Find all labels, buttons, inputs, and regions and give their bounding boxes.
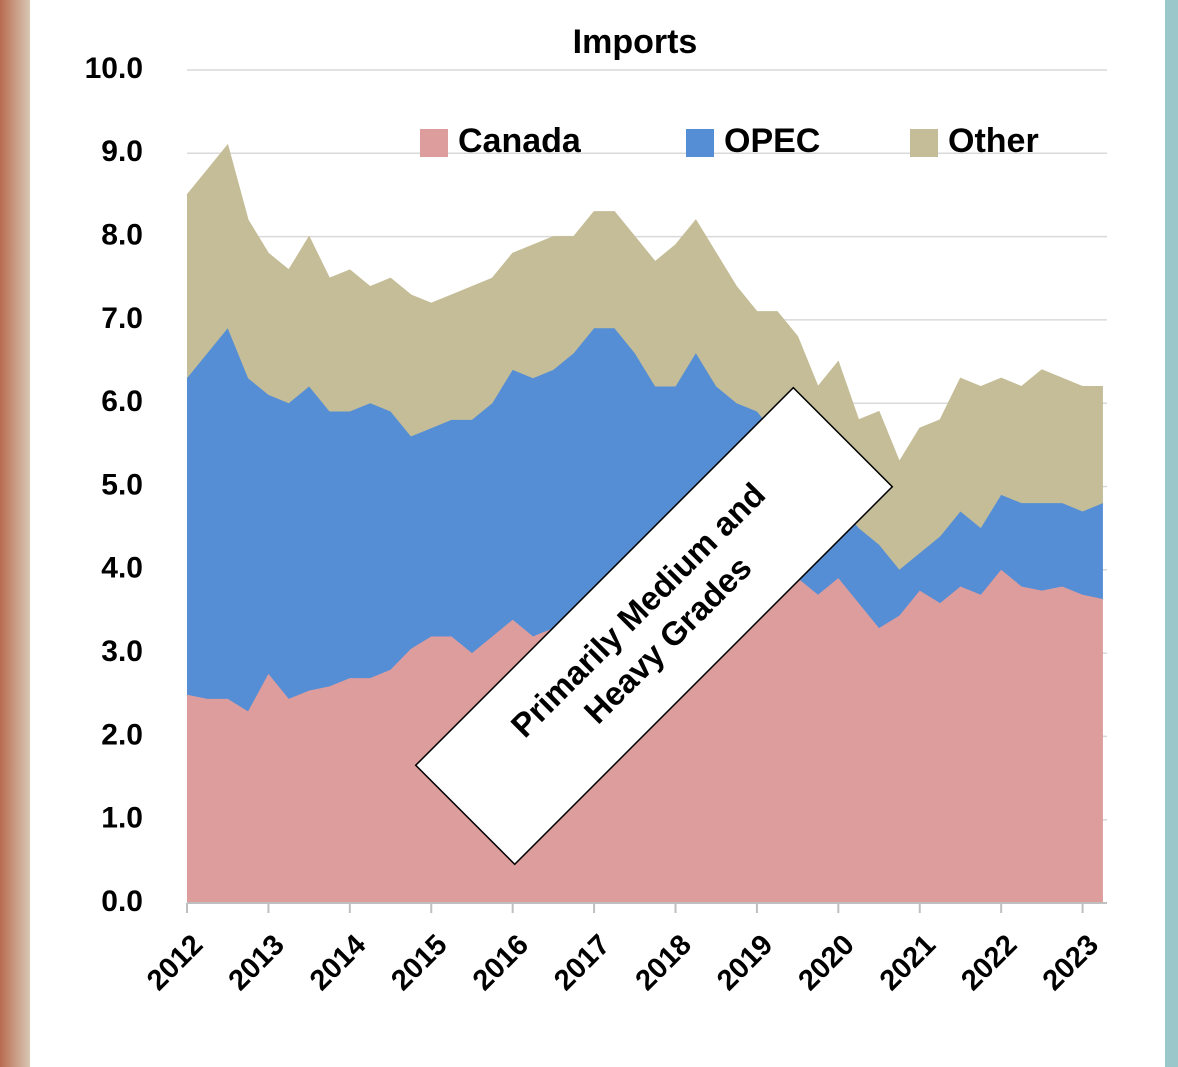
x-tick-label: 2013 — [223, 929, 291, 997]
y-tick-label: 2.0 — [101, 718, 143, 751]
y-tick-label: 3.0 — [101, 635, 143, 668]
y-tick-label: 7.0 — [101, 302, 143, 335]
x-tick-label: 2017 — [548, 929, 616, 997]
legend-swatch — [420, 129, 448, 157]
x-tick-label: 2012 — [141, 929, 209, 997]
legend-swatch — [910, 129, 938, 157]
chart-title: Imports — [573, 23, 698, 61]
y-tick-label: 1.0 — [101, 802, 143, 835]
legend-label: Other — [948, 122, 1039, 160]
legend-label: OPEC — [724, 122, 820, 160]
y-tick-label: 0.0 — [101, 885, 143, 918]
y-tick-label: 6.0 — [101, 385, 143, 418]
y-tick-label: 4.0 — [101, 552, 143, 585]
y-tick-label: 9.0 — [101, 135, 143, 168]
x-tick-label: 2020 — [792, 929, 860, 997]
y-tick-label: 5.0 — [101, 468, 143, 501]
x-tick-label: 2014 — [304, 929, 372, 997]
area-fill — [187, 144, 1103, 570]
legend-swatch — [686, 129, 714, 157]
area-fill — [187, 569, 1103, 903]
x-tick-label: 2019 — [711, 929, 779, 997]
area-fill — [187, 328, 1103, 712]
area-top — [186, 143, 1103, 463]
x-tick-label: 2023 — [1037, 929, 1105, 997]
y-tick-label: 10.0 — [85, 52, 143, 85]
x-tick-label: 2022 — [955, 929, 1023, 997]
x-tick-label: 2016 — [467, 929, 535, 997]
annotation-box — [414, 386, 894, 866]
x-tick-label: 2021 — [874, 929, 942, 997]
y-tick-label: 8.0 — [101, 219, 143, 252]
x-tick-label: 2015 — [385, 929, 453, 997]
x-tick-label: 2018 — [630, 929, 698, 997]
legend-label: Canada — [458, 122, 582, 160]
